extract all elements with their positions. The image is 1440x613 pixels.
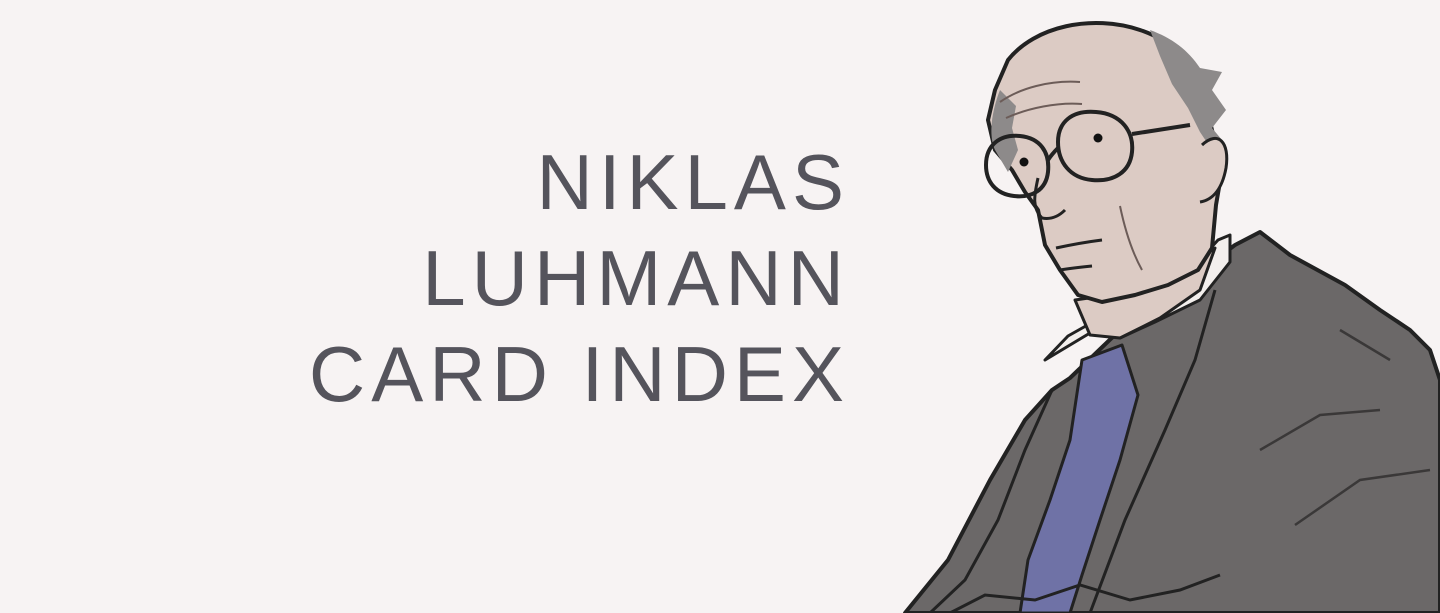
eye-right bbox=[1093, 133, 1103, 143]
jacket-fold bbox=[1259, 328, 1431, 527]
mouth bbox=[1055, 238, 1103, 272]
lapel-left bbox=[928, 389, 1054, 613]
title-line-1: NIKLAS bbox=[536, 138, 850, 226]
hair-right bbox=[1150, 30, 1226, 150]
title-line-2: LUHMANN bbox=[422, 234, 850, 322]
forehead-wrinkles bbox=[999, 80, 1083, 119]
ear bbox=[1199, 137, 1229, 204]
title-line-3: CARD INDEX bbox=[308, 330, 850, 418]
jaw-line bbox=[1119, 205, 1143, 271]
eye-left bbox=[1019, 157, 1029, 167]
glasses bbox=[983, 109, 1191, 199]
tie bbox=[1018, 343, 1140, 613]
nose bbox=[1033, 177, 1067, 220]
page-title: NIKLAS LUHMANN CARD INDEX bbox=[309, 134, 850, 422]
lapel-right bbox=[1088, 289, 1217, 613]
hair-left bbox=[991, 90, 1018, 172]
portrait-illustration bbox=[903, 21, 1440, 613]
arm-fold bbox=[949, 573, 1221, 613]
